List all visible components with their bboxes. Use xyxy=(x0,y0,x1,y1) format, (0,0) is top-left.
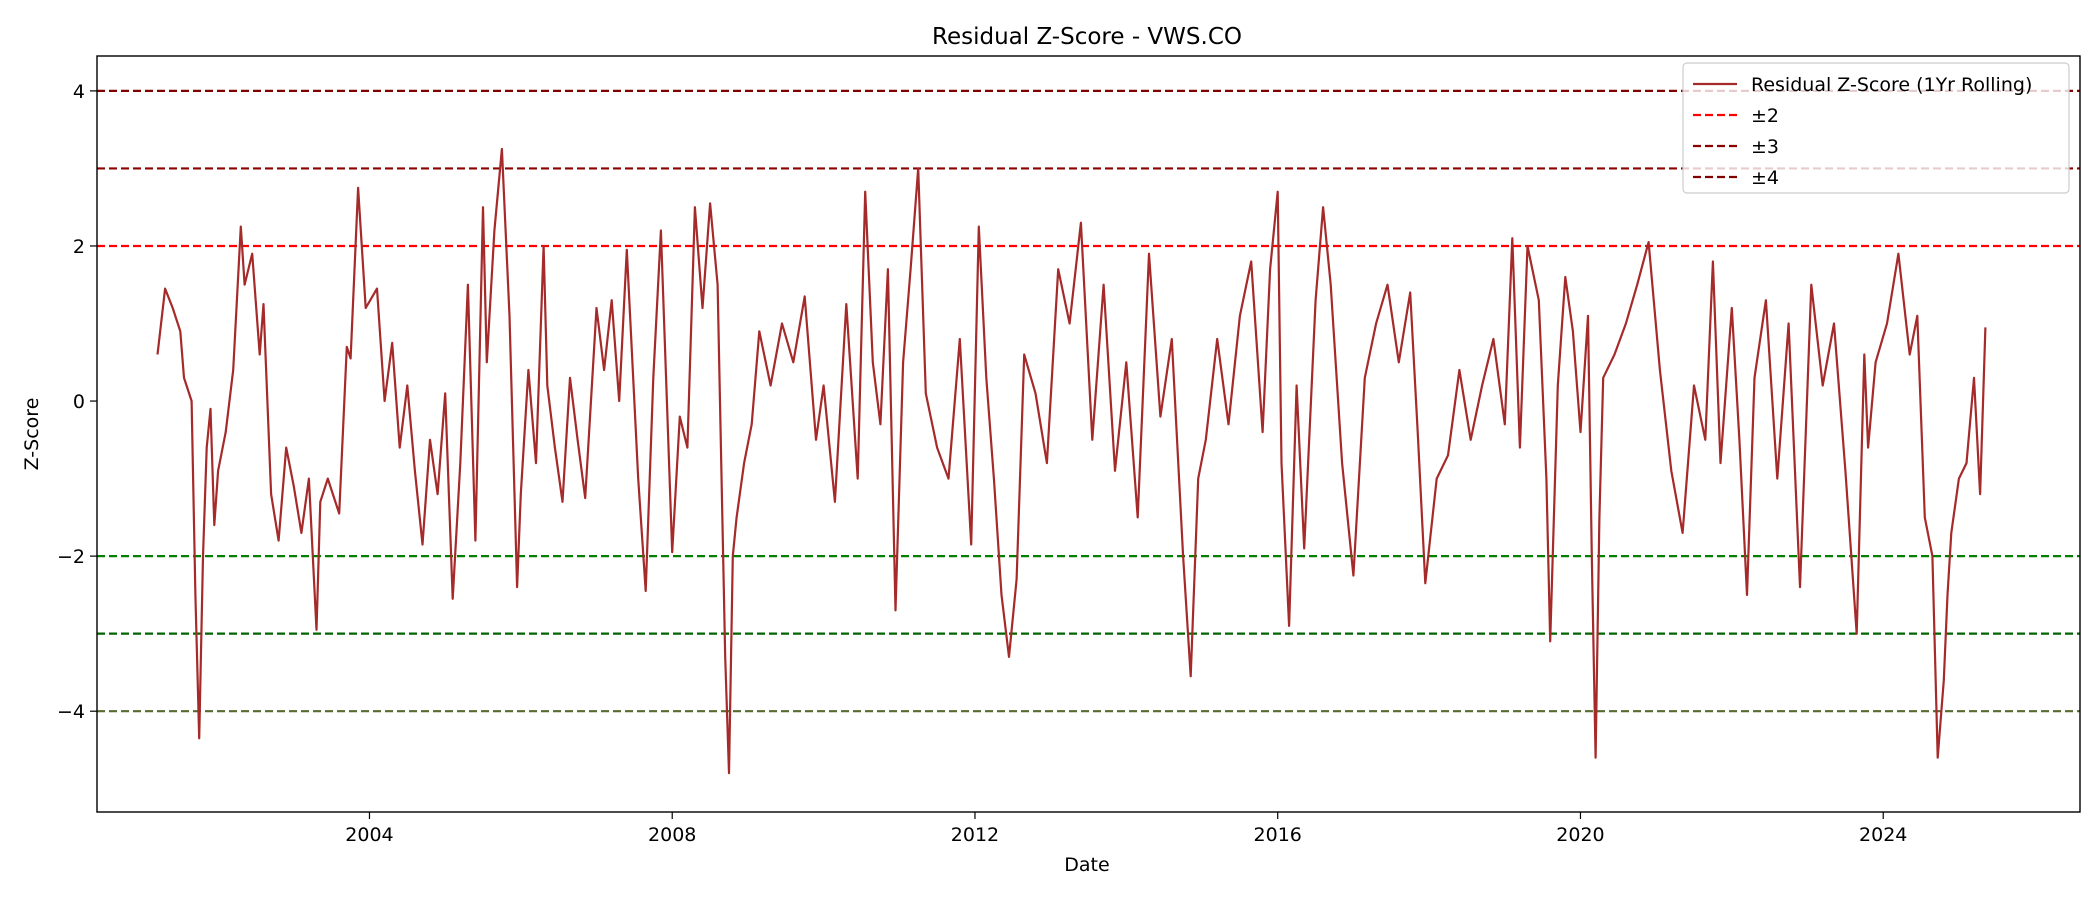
y-tick-label: 2 xyxy=(73,236,85,258)
x-tick-label: 2020 xyxy=(1556,824,1604,846)
series-line-residual-zscore xyxy=(156,147,1987,775)
x-tick-label: 2024 xyxy=(1859,824,1907,846)
legend-items: Residual Z-Score (1Yr Rolling) ±2 ±3 ±4 xyxy=(1693,74,2032,189)
legend-box xyxy=(1682,62,2070,194)
y-axis-label: Z-Score xyxy=(21,398,43,471)
y-tick-label: 4 xyxy=(73,81,85,103)
x-tick-label: 2008 xyxy=(648,824,696,846)
plot-area xyxy=(97,89,2080,775)
legend: Residual Z-Score (1Yr Rolling) ±2 ±3 ±4 xyxy=(1682,62,2070,194)
x-axis: 2004 2008 2012 2016 2020 2024 xyxy=(345,812,1907,846)
x-axis-label: Date xyxy=(1064,854,1109,876)
x-tick-label: 2004 xyxy=(345,824,393,846)
x-tick-label: 2012 xyxy=(951,824,999,846)
legend-label: ±3 xyxy=(1751,136,1779,158)
y-tick-label: 0 xyxy=(73,391,85,413)
legend-label: ±2 xyxy=(1751,105,1779,127)
y-tick-label: −4 xyxy=(57,701,85,723)
legend-label: ±4 xyxy=(1751,167,1779,189)
legend-label: Residual Z-Score (1Yr Rolling) xyxy=(1751,74,2032,96)
x-tick-label: 2016 xyxy=(1254,824,1302,846)
chart-title: Residual Z-Score - VWS.CO xyxy=(932,24,1242,50)
y-tick-label: −2 xyxy=(57,546,85,568)
plot-frame xyxy=(96,55,2081,813)
y-axis: 4 2 0 −2 −4 xyxy=(57,81,97,723)
